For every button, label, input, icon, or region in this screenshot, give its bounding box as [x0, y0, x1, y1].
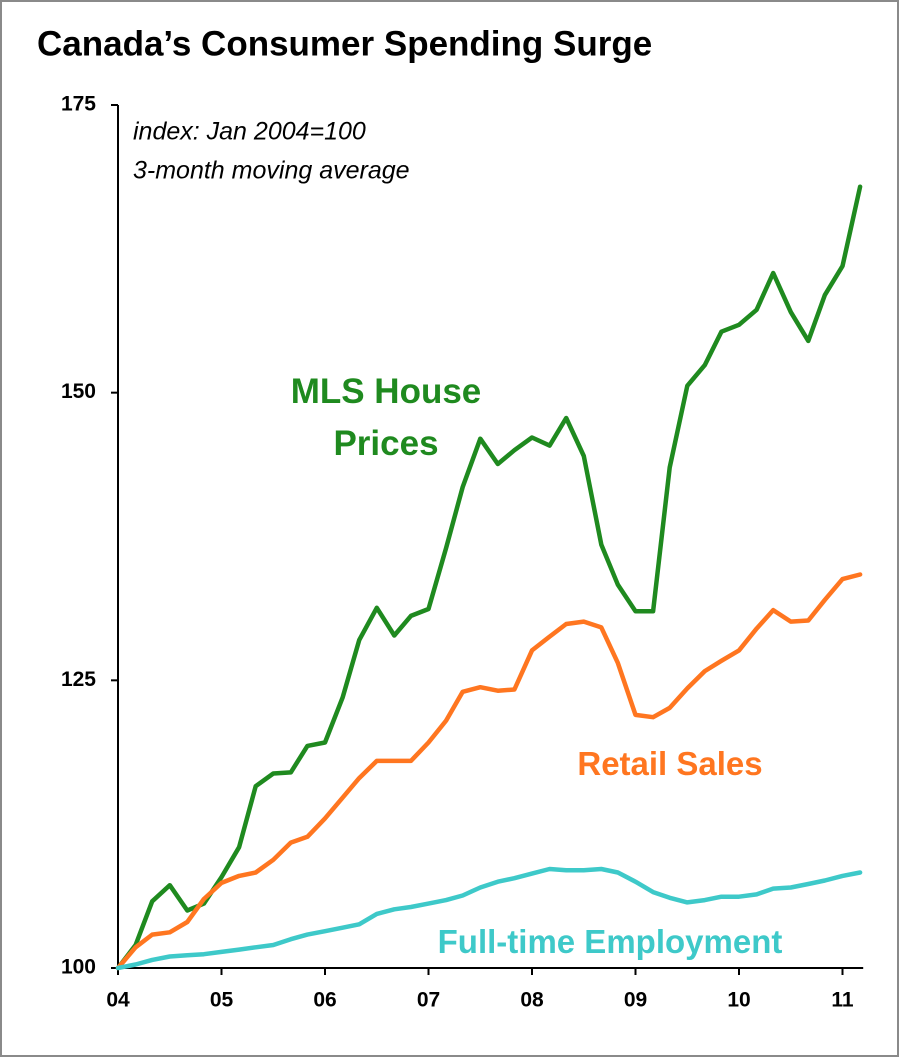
x-tick-label: 11 [831, 989, 854, 1012]
annotation: index: Jan 2004=100 [133, 118, 366, 146]
series-label: Retail Sales [577, 745, 763, 782]
x-tick-label: 06 [313, 989, 336, 1012]
x-tick-label: 05 [210, 989, 234, 1012]
x-tick-label: 10 [727, 989, 750, 1012]
series-line [115, 866, 863, 971]
series-line [115, 184, 863, 971]
annotation: 3-month moving average [133, 157, 410, 185]
y-tick-label: 150 [61, 380, 96, 403]
y-tick-label: 125 [61, 668, 96, 691]
series-line [115, 572, 863, 971]
x-tick-label: 04 [106, 989, 130, 1012]
x-tick-label: 09 [624, 989, 647, 1012]
chart-title: Canada’s Consumer Spending Surge [37, 24, 652, 63]
x-tick-label: 08 [520, 989, 544, 1012]
x-tick-label: 07 [417, 989, 440, 1012]
y-tick-label: 100 [61, 956, 96, 979]
series-label: MLS House Prices [290, 372, 482, 463]
series-label: Full-time Employment [437, 923, 783, 960]
y-tick-label: 175 [61, 93, 96, 116]
